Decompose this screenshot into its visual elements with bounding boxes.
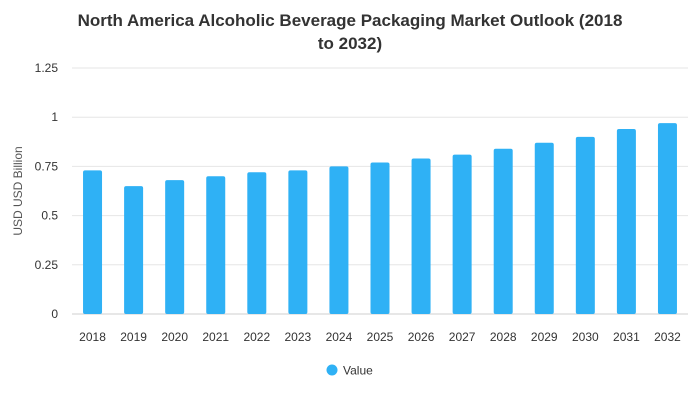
y-tick-label: 0.5 — [41, 209, 58, 223]
bar-2023[interactable] — [288, 170, 308, 314]
x-tick-label: 2020 — [161, 330, 188, 344]
y-tick-label: 0 — [51, 307, 58, 321]
x-axis-ticks: 2018 2019 2020 2021 2022 2023 2024 2025 2026 2027… — [79, 330, 681, 344]
x-tick-label: 2024 — [326, 330, 353, 344]
x-tick-label: 2018 — [79, 330, 106, 344]
x-tick-label: 2032 — [654, 330, 681, 344]
x-tick-label: 2027 — [449, 330, 476, 344]
legend-swatch-value — [326, 364, 338, 376]
x-tick-label: 2022 — [243, 330, 270, 344]
y-tick-label: 0.25 — [35, 258, 59, 272]
legend[interactable]: Value — [326, 364, 374, 378]
bar-2028[interactable] — [493, 148, 513, 314]
y-tick-label: 1.25 — [35, 61, 59, 75]
x-tick-label: 2021 — [202, 330, 229, 344]
x-tick-label: 2029 — [531, 330, 558, 344]
bar-2027[interactable] — [452, 154, 472, 314]
bar-2031[interactable] — [616, 129, 636, 314]
x-tick-label: 2028 — [490, 330, 517, 344]
x-tick-label: 2030 — [572, 330, 599, 344]
bar-2019[interactable] — [124, 186, 144, 314]
bar-2021[interactable] — [206, 176, 226, 314]
chart-title-line-1: North America Alcoholic Beverage Packagi… — [78, 11, 623, 30]
x-tick-label: 2019 — [120, 330, 147, 344]
bar-2032[interactable] — [657, 123, 677, 314]
bar-2018[interactable] — [83, 170, 103, 314]
x-tick-label: 2026 — [408, 330, 435, 344]
bar-2030[interactable] — [575, 136, 595, 314]
bar-2029[interactable] — [534, 142, 554, 314]
legend-label-value: Value — [343, 364, 373, 378]
bars — [83, 123, 677, 314]
y-tick-label: 1 — [51, 110, 58, 124]
bar-2026[interactable] — [411, 158, 431, 314]
bar-2024[interactable] — [329, 166, 349, 314]
bar-2022[interactable] — [247, 172, 267, 314]
chart-title-line-2: to 2032) — [318, 34, 382, 53]
y-axis-ticks: 0 0.25 0.5 0.75 1 1.25 — [35, 61, 59, 321]
y-axis-label: USD USD Billion — [11, 146, 25, 235]
x-tick-label: 2031 — [613, 330, 640, 344]
x-tick-label: 2025 — [367, 330, 394, 344]
x-tick-label: 2023 — [285, 330, 312, 344]
bar-2020[interactable] — [165, 180, 185, 314]
bar-2025[interactable] — [370, 162, 390, 314]
y-tick-label: 0.75 — [35, 159, 59, 173]
